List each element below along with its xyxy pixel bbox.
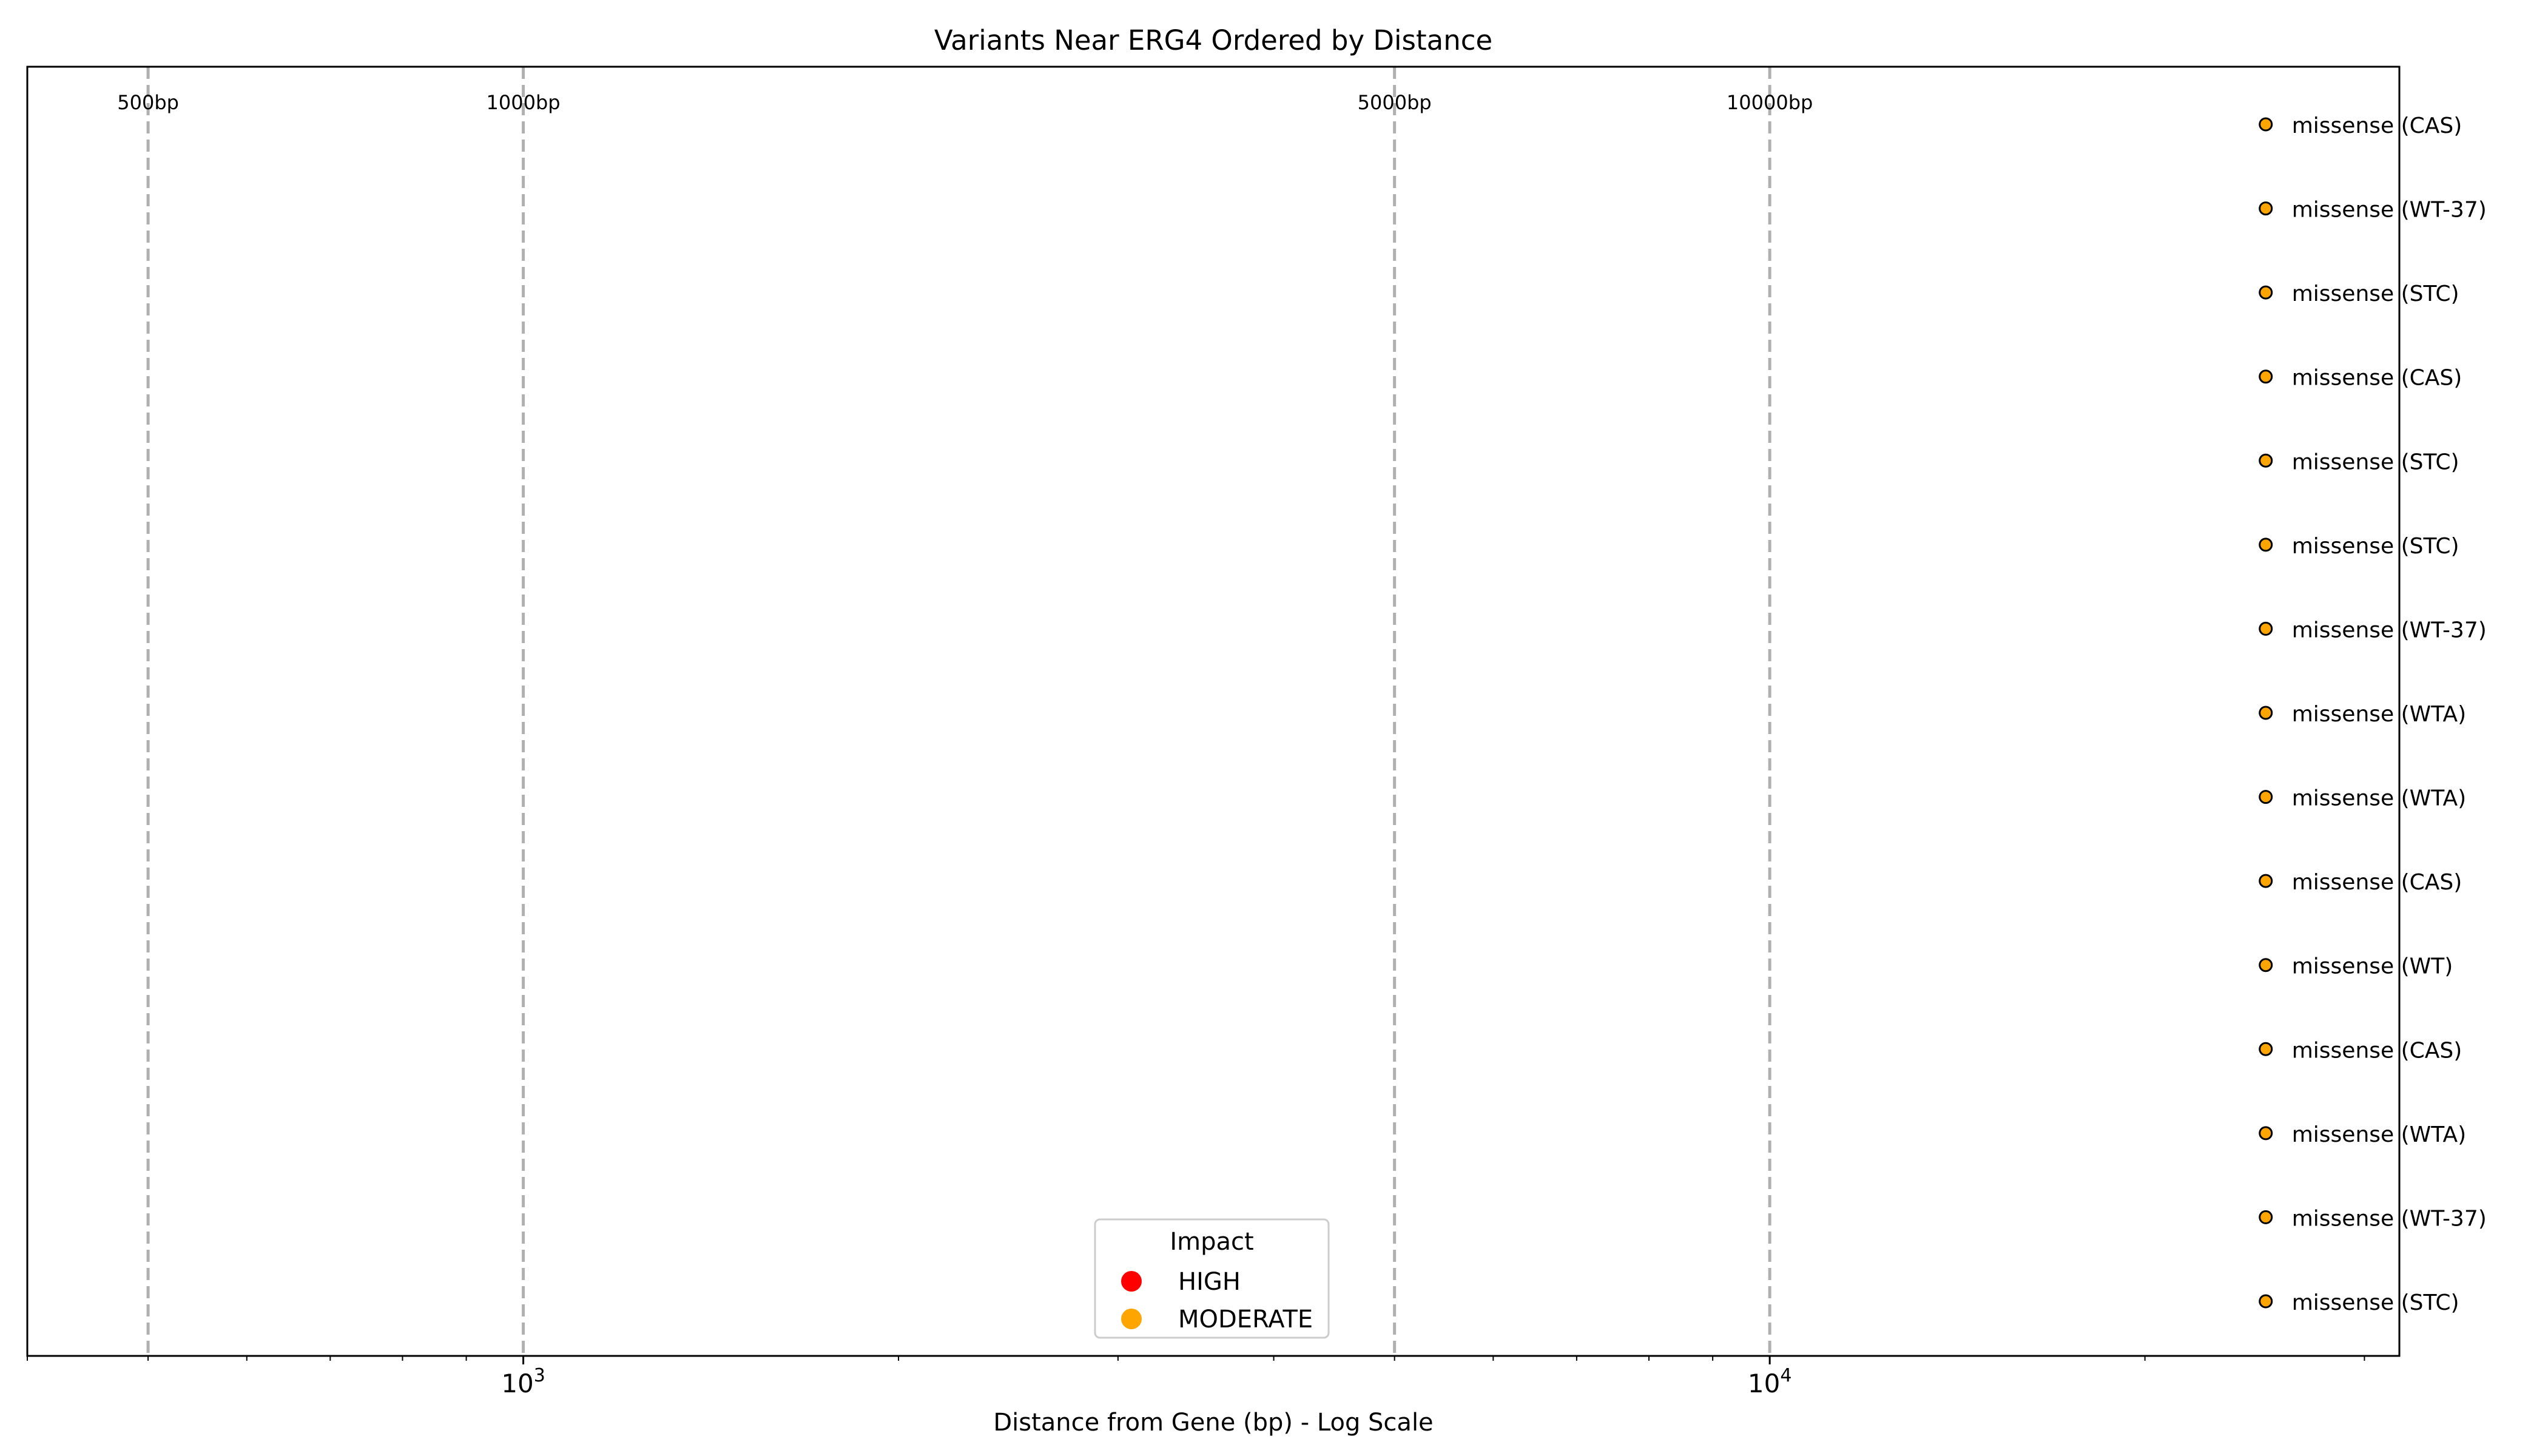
data-point [2259,369,2273,384]
data-point-label: missense (CAS) [2292,366,2462,391]
data-point [2259,790,2273,804]
data-points: missense (CAS) missense (WT-37) missense (… [2259,113,2487,1315]
x-tick-label: 103 [501,1365,545,1398]
x-tick-label: 104 [1748,1365,1792,1398]
reference-lines: 500bp 1000bp 5000bp 10000bp [117,67,1813,1356]
data-point-label: missense (WTA) [2292,1122,2466,1147]
data-point [2259,201,2273,216]
data-point-label: missense (WT-37) [2292,1206,2487,1231]
data-point-label: missense (CAS) [2292,870,2462,895]
data-point [2259,285,2273,300]
data-point [2259,453,2273,468]
chart-title: Variants Near ERG4 Ordered by Distance [934,24,1492,56]
legend: Impact HIGH MODERATE [1094,1218,1330,1339]
data-point [2259,1042,2273,1056]
legend-frame [1094,1218,1330,1339]
data-point-label: missense (WT) [2292,954,2453,979]
data-point [2259,117,2273,132]
data-point [2259,538,2273,552]
legend-marker [1121,1309,1142,1329]
data-point-label: missense (STC) [2292,1290,2459,1315]
data-point [2259,621,2273,636]
reference-line-label: 500bp [117,91,179,114]
legend-marker [1121,1271,1142,1292]
x-axis-ticks: 103 104 [27,1356,2365,1398]
data-point-label: missense (STC) [2292,281,2459,306]
reference-line-label: 5000bp [1358,91,1432,114]
data-point [2259,1210,2273,1224]
data-point-label: missense (WTA) [2292,786,2466,811]
data-point-label: missense (CAS) [2292,1038,2462,1063]
data-point [2259,1294,2273,1309]
plot-frame [26,66,2401,1357]
legend-title: Impact [1170,1228,1253,1256]
data-point [2259,958,2273,972]
x-axis-label: Distance from Gene (bp) - Log Scale [993,1409,1433,1437]
data-point [2259,706,2273,720]
data-point-label: missense (CAS) [2292,113,2462,138]
data-point-label: missense (WT-37) [2292,618,2487,642]
legend-label: MODERATE [1178,1306,1313,1333]
reference-line-label: 1000bp [487,91,561,114]
legend-label: HIGH [1178,1268,1241,1296]
data-point-label: missense (STC) [2292,450,2459,474]
data-point-label: missense (STC) [2292,534,2459,559]
data-point-label: missense (WT-37) [2292,198,2487,223]
reference-line-label: 10000bp [1727,91,1813,114]
data-point-label: missense (WTA) [2292,702,2466,727]
data-point [2259,874,2273,888]
data-point [2259,1126,2273,1141]
